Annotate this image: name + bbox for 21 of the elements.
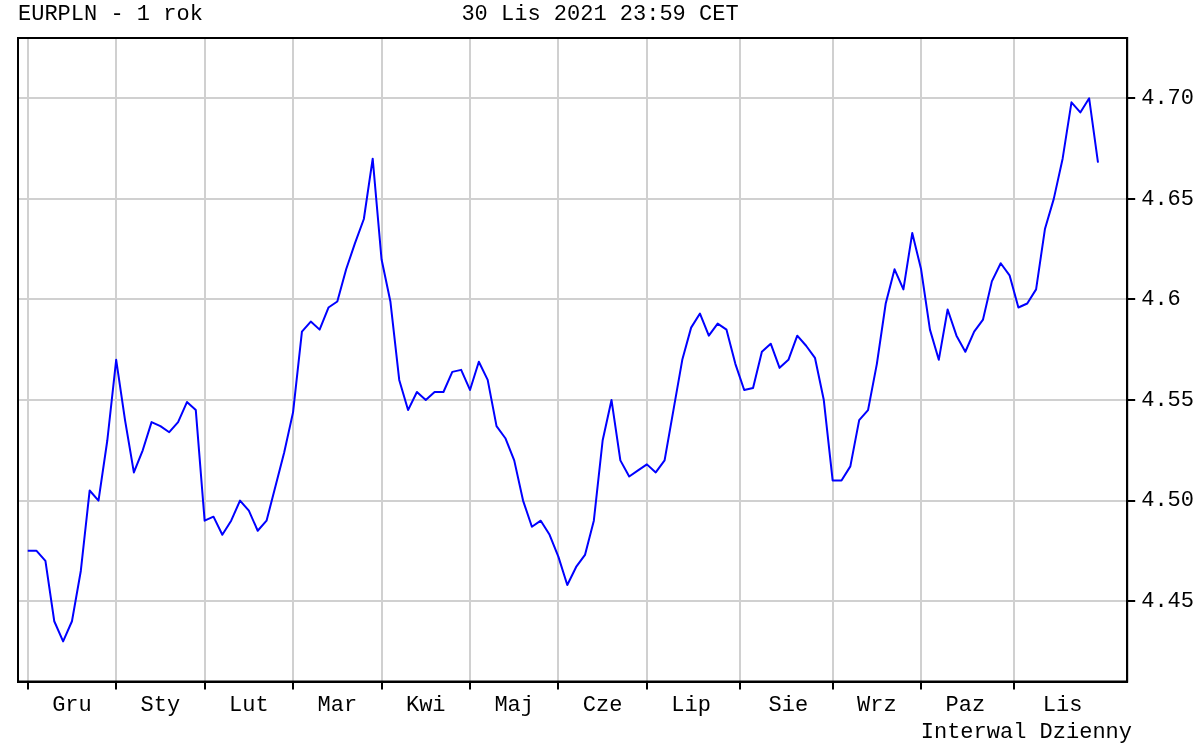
x-tick-label: Lis bbox=[1042, 692, 1083, 718]
x-tick-label: Maj bbox=[494, 692, 535, 718]
x-tick-label: Lut bbox=[229, 692, 269, 718]
x-tick-label: Lip bbox=[671, 692, 711, 718]
x-tick-label: Sie bbox=[768, 692, 809, 718]
y-tick-label: 4.65 bbox=[1141, 186, 1194, 212]
x-tick-label: Kwi bbox=[405, 692, 446, 718]
y-tick-label: 4.45 bbox=[1141, 588, 1194, 614]
y-tick-label: 4.55 bbox=[1141, 387, 1194, 413]
x-tick-label: Mar bbox=[317, 692, 358, 718]
chart-subtitle: 30 Lis 2021 23:59 CET bbox=[461, 2, 739, 27]
x-tick-label: Gru bbox=[52, 692, 92, 718]
x-tick-label: Wrz bbox=[857, 692, 897, 718]
x-tick-label: Cze bbox=[582, 692, 623, 718]
y-tick-label: 4.6 bbox=[1141, 287, 1181, 313]
x-tick-label: Paz bbox=[945, 692, 986, 718]
x-tick-label: Sty bbox=[140, 692, 181, 718]
chart-title: EURPLN - 1 rok bbox=[18, 2, 203, 28]
text: Interwal Dzienny bbox=[920, 720, 1132, 746]
y-tick-label: 4.50 bbox=[1141, 488, 1194, 514]
y-tick-label: 4.70 bbox=[1141, 86, 1194, 112]
